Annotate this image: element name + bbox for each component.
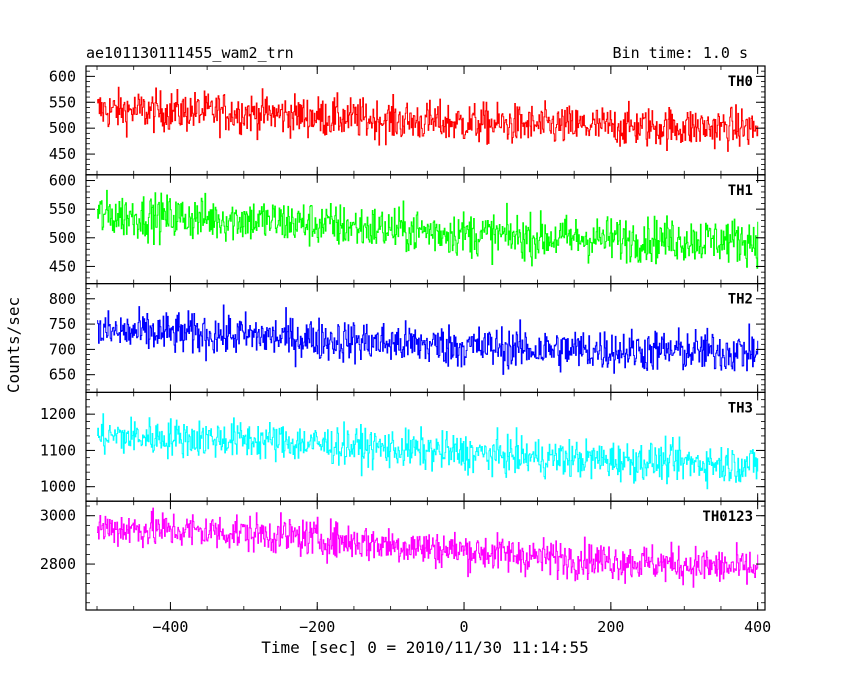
x-tick-label: 200 xyxy=(597,618,624,636)
y-tick-label: 1200 xyxy=(40,405,76,423)
y-axis-title: Counts/sec xyxy=(4,297,23,393)
panel-label: TH0 xyxy=(728,74,753,90)
panel-th3: 1000 1100 1200 TH3 xyxy=(40,391,766,502)
x-axis: −400 −200 0 200 400 xyxy=(152,618,771,636)
y-tick-label: 650 xyxy=(49,366,76,384)
panels: 450 500 550 600 TH0 450 500 550 600 TH1 650 700 750 8… xyxy=(40,65,766,611)
y-tick-label: 500 xyxy=(49,119,76,137)
y-tick-label: 1000 xyxy=(40,478,76,496)
panel-th0123: 2800 3000 TH0123 xyxy=(40,500,766,611)
panel-label: TH1 xyxy=(728,183,753,199)
y-tick-label: 1100 xyxy=(40,441,76,459)
y-tick-label: 600 xyxy=(49,67,76,85)
y-tick-label: 800 xyxy=(49,290,76,308)
panel-th0: 450 500 550 600 TH0 xyxy=(49,65,766,176)
panel-label: TH3 xyxy=(728,400,753,416)
x-tick-label: −200 xyxy=(299,618,335,636)
y-tick-label: 500 xyxy=(49,229,76,247)
chart-title: ae101130111455_wam2_trn xyxy=(86,44,294,62)
series-th3 xyxy=(97,413,759,490)
panel-label: TH0123 xyxy=(702,509,753,525)
x-axis-title: Time [sec] 0 = 2010/11/30 11:14:55 xyxy=(261,638,589,657)
panel-frame xyxy=(85,500,766,611)
panel-label: TH2 xyxy=(728,292,753,308)
y-tick-label: 550 xyxy=(49,93,76,111)
panel-th2: 650 700 750 800 TH2 xyxy=(49,283,766,394)
x-tick-label: −400 xyxy=(152,618,188,636)
series-th0 xyxy=(97,86,759,152)
bin-time-label: Bin time: 1.0 s xyxy=(613,44,748,62)
series-th1 xyxy=(97,189,759,269)
y-tick-label: 600 xyxy=(49,172,76,190)
y-tick-label: 550 xyxy=(49,200,76,218)
y-tick-label: 450 xyxy=(49,257,76,275)
panel-frame xyxy=(85,283,766,394)
y-tick-label: 750 xyxy=(49,315,76,333)
series-th0123 xyxy=(97,507,759,588)
x-tick-label: 0 xyxy=(460,618,469,636)
y-tick-label: 3000 xyxy=(40,507,76,525)
y-tick-label: 2800 xyxy=(40,555,76,573)
panel-th1: 450 500 550 600 TH1 xyxy=(49,172,766,285)
x-tick-label: 400 xyxy=(744,618,771,636)
series-th2 xyxy=(97,304,759,375)
y-tick-label: 450 xyxy=(49,145,76,163)
y-tick-label: 700 xyxy=(49,340,76,358)
